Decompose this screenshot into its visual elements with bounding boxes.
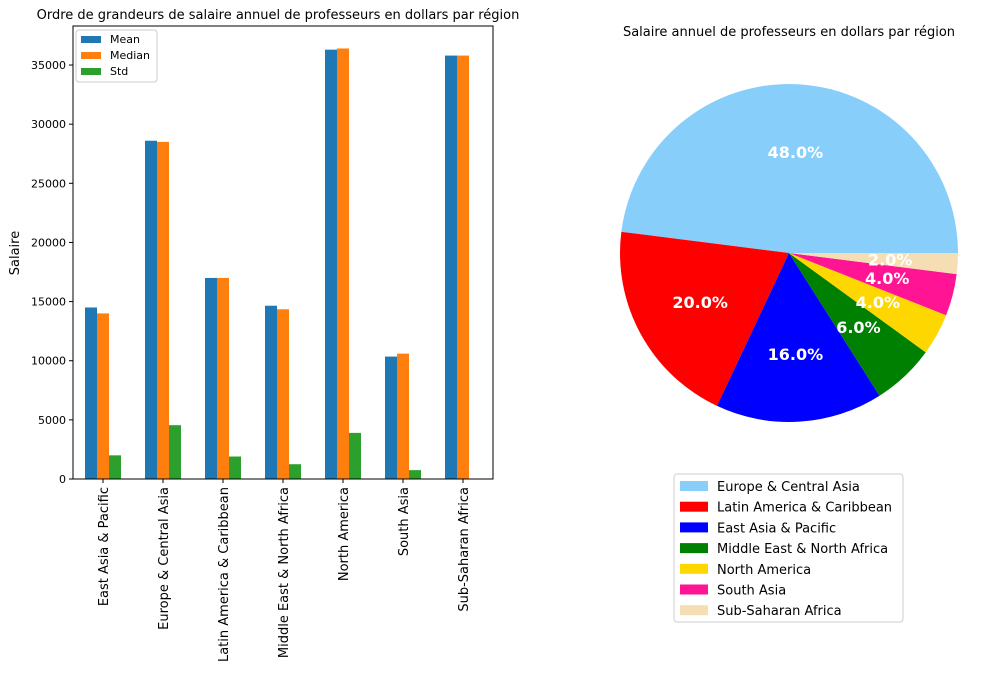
legend-label: Latin America & Caribbean [717,501,892,516]
y-tick-label: 15000 [31,296,66,309]
bar-mean [445,55,457,480]
bar-mean [145,140,157,479]
pie-pct-label: 6.0% [836,318,880,337]
bar-mean [385,356,397,479]
pie-labels: 48.0%20.0%16.0%6.0%4.0%4.0%2.0% [672,143,912,364]
bar-std [169,425,181,479]
y-tick-label: 25000 [31,177,66,190]
legend-swatch [680,522,708,533]
y-axis-ticks: 0 5000 10000 15000 20000 25000 30000 35000 [31,59,73,486]
legend-label: Mean [110,33,140,46]
legend-swatch [680,563,708,574]
bar-median [277,309,289,479]
legend-label: Median [110,49,150,62]
legend-swatch [81,68,101,75]
legend-swatch [680,584,708,595]
bar-median [157,141,169,479]
x-tick-label: East Asia & Pacific [97,487,112,606]
legend-swatch [81,52,101,59]
pie-chart: Salaire annuel de professeurs en dollars… [620,25,958,623]
y-tick-label: 10000 [31,355,66,368]
pie-slice [789,253,957,316]
pie-slice [620,231,789,406]
x-tick-label: Sub-Saharan Africa [457,487,472,612]
bar-mean [325,49,337,479]
pie-pct-label: 2.0% [868,250,912,269]
pie-slice [789,253,958,275]
pie-pct-label: 4.0% [865,269,909,288]
legend-label: North America [717,563,811,578]
pie-pct-label: 16.0% [768,345,824,364]
legend-label: Middle East & North Africa [717,542,888,557]
pie-slice [717,253,880,422]
y-tick-label: 35000 [31,59,66,72]
pie-slice [789,253,926,396]
bar-mean [265,305,277,479]
legend-label: South Asia [717,584,786,599]
x-tick-label: Middle East & North Africa [277,487,292,658]
legend-label: Europe & Central Asia [717,480,860,495]
pie-slice [789,253,947,353]
bar-std [289,464,301,479]
pie-slice [621,84,958,253]
pie-chart-title: Salaire annuel de professeurs en dollars… [623,25,955,40]
pie-pct-label: 48.0% [768,143,824,162]
legend-label: Sub-Saharan Africa [717,604,842,619]
x-tick-label: South Asia [397,487,412,556]
bar-chart-title: Ordre de grandeurs de salaire annuel de … [37,8,520,23]
pie-pct-label: 4.0% [856,293,900,312]
bar-chart: Ordre de grandeurs de salaire annuel de … [8,8,519,662]
x-tick-label: Europe & Central Asia [157,487,172,630]
y-tick-label: 30000 [31,118,66,131]
bar-std [109,455,121,479]
legend-label: East Asia & Pacific [717,521,836,536]
x-tick-label: North America [337,487,352,581]
pie-pct-label: 20.0% [672,293,728,312]
plot-frame [72,25,494,480]
y-tick-label: 0 [59,473,66,486]
y-tick-label: 5000 [38,414,66,427]
legend-label: Std [110,65,128,78]
bar-median [217,277,229,479]
legend-swatch [680,501,708,512]
bar-std [229,456,241,479]
bar-mean [85,307,97,479]
x-axis-ticks: East Asia & Pacific Europe & Central Asia… [97,479,472,662]
x-tick-label: Latin America & Caribbean [217,487,232,662]
bar-marks [85,48,469,480]
y-tick-label: 20000 [31,236,66,249]
bar-std [409,470,421,479]
legend-swatch [81,36,101,43]
y-axis-label: Salaire [8,231,23,275]
bar-legend: Mean Median Std [75,29,158,83]
bar-median [97,313,109,479]
pie-legend: Europe & Central Asia Latin America & Car… [673,473,904,623]
legend-swatch [680,481,708,491]
bar-mean [205,277,217,479]
legend-swatch [680,543,708,554]
legend-swatch [680,605,708,616]
bar-median [337,48,349,479]
bar-median [457,55,469,480]
bar-median [397,353,409,479]
pie-slices [620,84,958,422]
legend-box [673,473,904,623]
bar-std [349,432,361,479]
